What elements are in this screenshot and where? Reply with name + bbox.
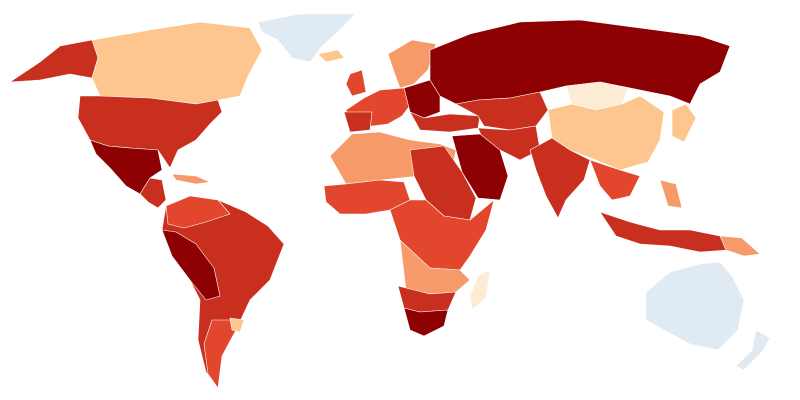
- country: [645, 261, 745, 351]
- country: [229, 317, 245, 333]
- country: [317, 49, 345, 63]
- country: [165, 195, 231, 229]
- country: [387, 39, 437, 89]
- country: [203, 319, 237, 389]
- country: [659, 179, 683, 209]
- country: [161, 229, 221, 301]
- country: [139, 177, 167, 209]
- country: [91, 21, 263, 105]
- country: [719, 235, 761, 257]
- country: [257, 13, 356, 63]
- country: [455, 91, 549, 131]
- country: [589, 159, 641, 201]
- country: [403, 307, 449, 337]
- country: [171, 173, 211, 185]
- country: [343, 111, 373, 133]
- country: [599, 211, 729, 253]
- country: [409, 111, 481, 133]
- country: [671, 103, 697, 143]
- country: [469, 269, 491, 311]
- country: [735, 329, 771, 371]
- country: [345, 69, 367, 97]
- country: [529, 137, 591, 219]
